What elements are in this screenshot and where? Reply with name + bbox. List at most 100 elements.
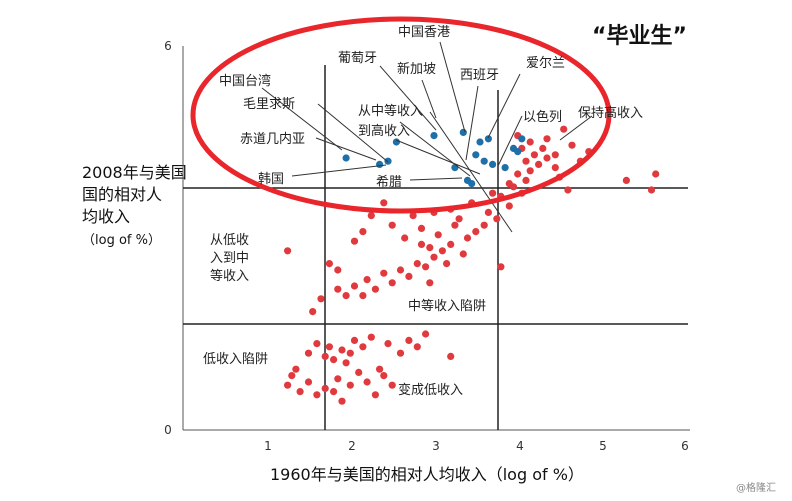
red-data-point bbox=[325, 343, 333, 351]
red-data-point bbox=[539, 144, 547, 152]
label-middle-income-trap: 中等收入陷阱 bbox=[408, 298, 486, 314]
red-data-point bbox=[447, 240, 455, 248]
red-data-point bbox=[313, 340, 321, 348]
red-data-point bbox=[455, 215, 463, 223]
red-data-point bbox=[380, 199, 388, 207]
red-data-point bbox=[409, 212, 417, 220]
red-data-point bbox=[380, 372, 388, 380]
blue-data-point bbox=[518, 135, 526, 143]
red-data-point bbox=[330, 388, 338, 396]
red-data-point bbox=[405, 336, 413, 344]
x-tick-label-1: 1 bbox=[264, 439, 272, 453]
red-data-point bbox=[426, 279, 434, 287]
graduates-callout: “毕业生” bbox=[592, 24, 687, 49]
graduates-ellipse bbox=[190, 16, 612, 214]
label-hong-kong: 中国香港 bbox=[398, 25, 450, 40]
red-data-point bbox=[443, 260, 451, 268]
red-data-point bbox=[376, 365, 384, 373]
blue-data-point bbox=[501, 164, 509, 172]
red-data-point bbox=[388, 381, 396, 389]
red-data-point bbox=[380, 269, 388, 277]
x-tick-labels: 1 2 3 4 5 6 bbox=[264, 439, 689, 453]
y-axis-title: 2008年与美国 国的相对人 均收入 （log of %） bbox=[82, 163, 187, 248]
red-data-point bbox=[405, 272, 413, 280]
red-data-point bbox=[359, 292, 367, 300]
red-data-point bbox=[560, 125, 568, 133]
blue-data-point bbox=[376, 160, 384, 168]
red-data-point bbox=[334, 266, 342, 274]
red-data-point bbox=[568, 141, 576, 149]
red-data-point bbox=[543, 135, 551, 143]
y-tick-label-0: 0 bbox=[164, 423, 172, 437]
red-data-point bbox=[530, 151, 539, 159]
red-data-point bbox=[388, 221, 396, 229]
red-data-point bbox=[371, 285, 379, 293]
red-data-point bbox=[413, 260, 421, 268]
y-axis-title-line3: 均收入 bbox=[82, 207, 130, 226]
y-axis-title-line2: 国的相对人 bbox=[82, 185, 162, 204]
red-data-point bbox=[334, 285, 342, 293]
red-data-point bbox=[417, 224, 426, 232]
red-data-point bbox=[505, 202, 513, 210]
red-data-point bbox=[309, 308, 317, 316]
red-data-point bbox=[350, 282, 359, 290]
blue-data-point bbox=[463, 176, 472, 184]
label-became-low-income: 变成低收入 bbox=[398, 382, 463, 398]
red-data-point bbox=[543, 154, 551, 162]
blue-data-point bbox=[384, 157, 392, 165]
red-data-point bbox=[321, 384, 329, 392]
red-data-point bbox=[413, 343, 421, 351]
red-data-point bbox=[367, 212, 375, 220]
red-data-point bbox=[535, 160, 543, 168]
red-data-point bbox=[346, 381, 354, 389]
red-data-point bbox=[313, 391, 321, 399]
red-data-point bbox=[489, 189, 497, 197]
red-data-point bbox=[396, 349, 405, 357]
red-data-point bbox=[484, 208, 492, 216]
red-data-point bbox=[330, 356, 338, 364]
red-data-point bbox=[417, 240, 426, 248]
red-data-point bbox=[388, 279, 396, 287]
leader-lines bbox=[261, 41, 593, 233]
label-low-to-middle-line1: 从低收 bbox=[210, 233, 249, 248]
red-data-point bbox=[522, 157, 530, 165]
label-middle-to-high-line2: 到高收入 bbox=[358, 123, 410, 139]
label-israel: 以色列 bbox=[523, 109, 562, 125]
red-data-point bbox=[514, 170, 522, 178]
blue-data-point bbox=[514, 148, 522, 156]
label-low-income-trap: 低收入陷阱 bbox=[203, 352, 268, 367]
red-data-point bbox=[459, 250, 467, 258]
red-data-point bbox=[292, 365, 300, 373]
blue-data-point bbox=[342, 154, 350, 162]
red-data-point bbox=[451, 221, 459, 229]
red-data-point bbox=[438, 247, 446, 255]
data-points bbox=[284, 125, 660, 405]
red-data-point bbox=[622, 176, 631, 184]
y-tick-label-6: 6 bbox=[164, 39, 172, 53]
red-data-point bbox=[338, 397, 346, 405]
red-data-point bbox=[509, 183, 518, 191]
red-data-point bbox=[363, 378, 371, 386]
watermark: @格隆汇 bbox=[736, 481, 776, 494]
red-data-point bbox=[522, 176, 530, 184]
red-data-point bbox=[296, 388, 304, 396]
red-data-point bbox=[551, 151, 559, 159]
label-singapore: 新加坡 bbox=[397, 61, 436, 77]
red-data-point bbox=[342, 292, 350, 300]
red-data-point bbox=[304, 378, 313, 386]
x-tick-label-3: 3 bbox=[432, 439, 440, 453]
blue-data-point bbox=[476, 138, 484, 146]
red-data-point bbox=[526, 167, 534, 175]
red-data-point bbox=[338, 346, 346, 354]
red-data-point bbox=[359, 343, 367, 351]
red-data-point bbox=[430, 253, 438, 261]
red-data-point bbox=[367, 333, 375, 341]
label-ireland: 爱尔兰 bbox=[526, 56, 565, 71]
blue-data-point bbox=[392, 138, 400, 146]
red-data-point bbox=[463, 234, 472, 242]
y-axis-title-line1: 2008年与美国 bbox=[82, 163, 187, 182]
red-data-point bbox=[434, 231, 442, 239]
red-data-point bbox=[401, 234, 409, 242]
y-axis-title-line4: （log of %） bbox=[82, 233, 161, 248]
x-tick-label-4: 4 bbox=[516, 439, 524, 453]
